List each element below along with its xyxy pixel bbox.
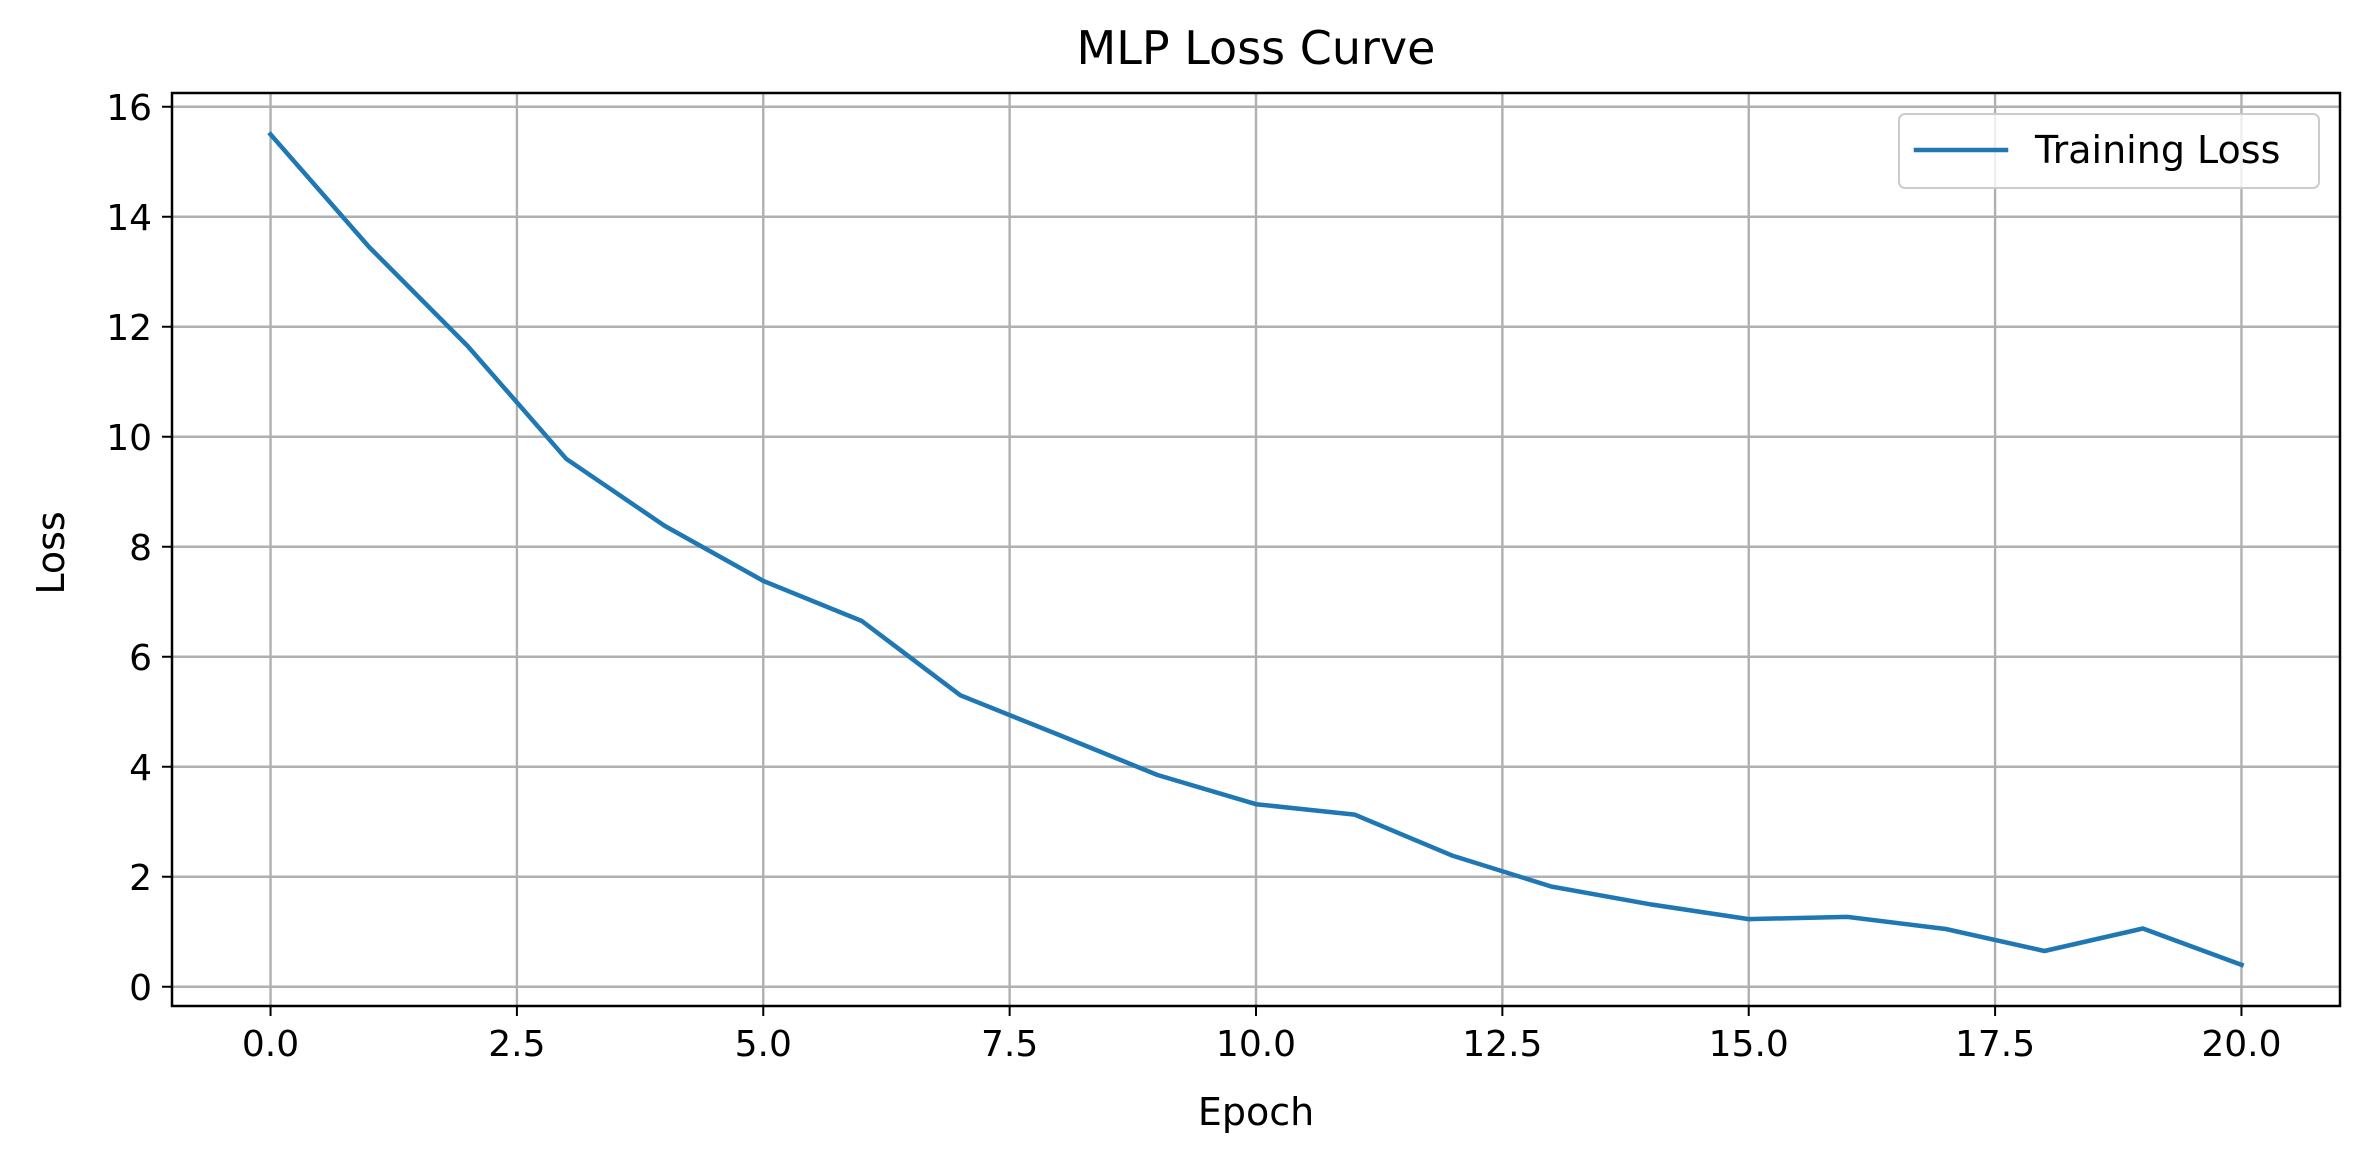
x-tick-label: 2.5 xyxy=(488,1024,545,1065)
y-tick-label: 4 xyxy=(129,748,152,789)
y-axis-ticks: 0 2 4 6 8 10 12 14 16 xyxy=(106,88,172,1009)
x-tick-label: 5.0 xyxy=(735,1024,792,1065)
x-tick-label: 7.5 xyxy=(981,1024,1038,1065)
x-tick-label: 17.5 xyxy=(1955,1024,2035,1065)
y-tick-label: 6 xyxy=(129,638,152,679)
x-tick-label: 10.0 xyxy=(1216,1024,1296,1065)
y-tick-label: 2 xyxy=(129,858,152,899)
y-tick-label: 10 xyxy=(106,418,152,459)
x-tick-label: 12.5 xyxy=(1462,1024,1542,1065)
plot-series xyxy=(267,131,2245,968)
y-tick-label: 16 xyxy=(106,88,152,129)
grid-lines xyxy=(172,93,2340,1006)
x-axis-label: Epoch xyxy=(1198,1090,1314,1134)
y-axis-label: Loss xyxy=(29,511,73,594)
y-tick-label: 14 xyxy=(106,198,152,239)
legend: Training Loss xyxy=(1898,113,2320,189)
legend-box xyxy=(1898,113,2320,189)
x-tick-label: 15.0 xyxy=(1709,1024,1789,1065)
y-tick-label: 12 xyxy=(106,308,152,349)
chart-title: MLP Loss Curve xyxy=(1077,21,1436,75)
x-tick-label: 20.0 xyxy=(2201,1024,2281,1065)
legend-label: Training Loss xyxy=(2034,128,2280,172)
y-tick-label: 8 xyxy=(129,528,152,569)
x-axis-ticks: 0.0 2.5 5.0 7.5 10.0 12.5 15.0 17.5 20.0 xyxy=(242,1006,2282,1065)
y-tick-label: 0 xyxy=(129,968,152,1009)
x-tick-label: 0.0 xyxy=(242,1024,299,1065)
